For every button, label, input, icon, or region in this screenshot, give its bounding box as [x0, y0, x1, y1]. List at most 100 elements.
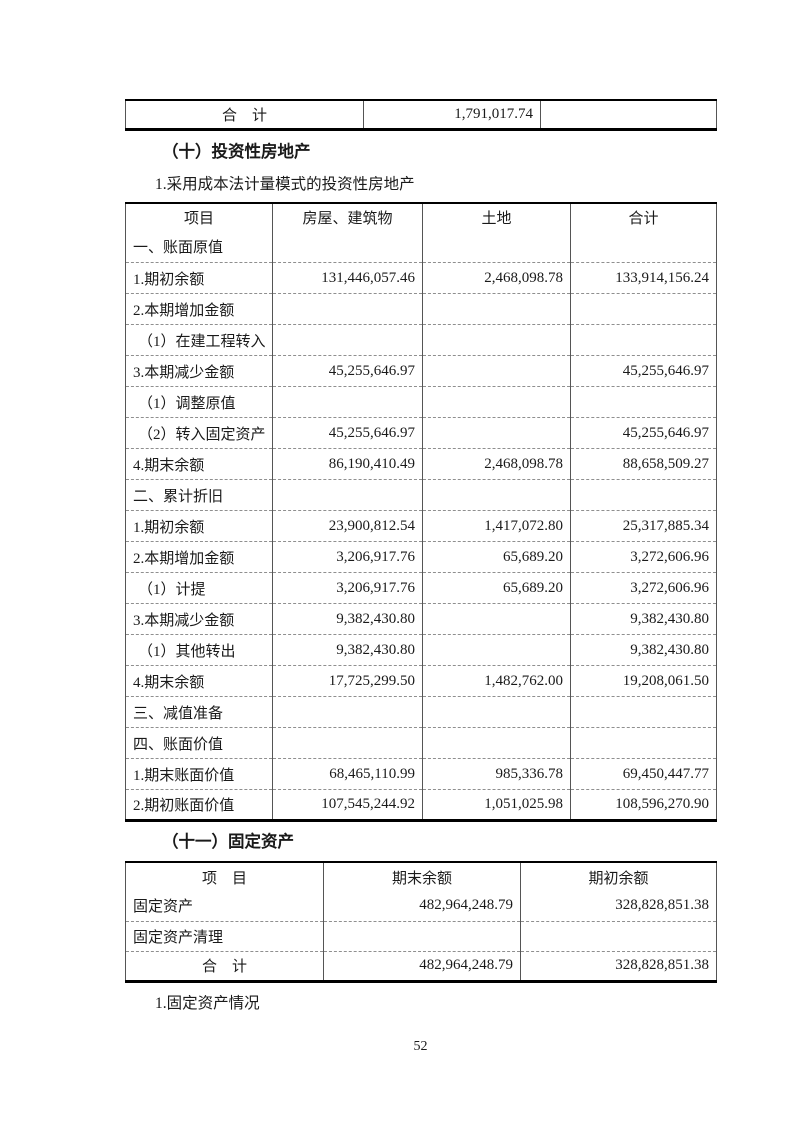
header-land: 土地 — [422, 202, 571, 232]
amount-cell: 45,255,646.97 — [570, 355, 717, 387]
amount-cell: 68,465,110.99 — [272, 758, 423, 790]
row-label-cell: （1）调整原值 — [125, 386, 273, 418]
table-row: 合 计 482,964,248.79 328,828,851.38 — [125, 950, 717, 981]
amount-cell: 69,450,447.77 — [570, 758, 717, 790]
amount-cell: 108,596,270.90 — [570, 789, 717, 821]
amount-cell — [570, 386, 717, 418]
table-row: 固定资产 482,964,248.79 328,828,851.38 — [125, 891, 717, 921]
amount-cell — [422, 417, 571, 449]
amount-cell: 9,382,430.80 — [570, 634, 717, 666]
header-item: 项 目 — [125, 862, 324, 891]
header-item: 项目 — [125, 202, 273, 232]
amount-cell: 25,317,885.34 — [570, 510, 717, 542]
row-label-cell: （1）在建工程转入 — [125, 324, 273, 356]
amount-cell — [422, 479, 571, 511]
row-label-cell: 四、账面价值 — [125, 727, 273, 759]
amount-cell — [272, 293, 423, 325]
row-label-cell: 一、账面原值 — [125, 231, 273, 263]
amount-cell: 65,689.20 — [422, 572, 571, 604]
amount-cell — [570, 293, 717, 325]
amount-cell — [520, 920, 717, 951]
amount-cell: 2,468,098.78 — [422, 262, 571, 294]
header-beginning-balance: 期初余额 — [520, 862, 717, 891]
table-row: 三、减值准备 — [125, 696, 717, 728]
table-row: 二、累计折旧 — [125, 479, 717, 511]
row-label-cell: 合 计 — [125, 950, 324, 981]
row-label-cell: 三、减值准备 — [125, 696, 273, 728]
amount-cell — [422, 231, 571, 263]
table-header-row: 项目 房屋、建筑物 土地 合计 — [125, 202, 717, 232]
amount-cell — [570, 231, 717, 263]
table-row: 1.期末账面价值 68,465,110.99 985,336.78 69,450,44… — [125, 758, 717, 790]
section-11-heading: （十一）固定资产 — [162, 832, 294, 851]
amount-cell: 9,382,430.80 — [570, 603, 717, 635]
amount-cell: 45,255,646.97 — [570, 417, 717, 449]
amount-cell — [422, 386, 571, 418]
amount-cell — [323, 920, 521, 951]
amount-cell — [272, 479, 423, 511]
table-row: 2.本期增加金额 — [125, 293, 717, 325]
row-label-cell: 1.期初余额 — [125, 262, 273, 294]
amount-cell: 985,336.78 — [422, 758, 571, 790]
table-row: （1）调整原值 — [125, 386, 717, 418]
table-row: 2.期初账面价值 107,545,244.92 1,051,025.98 108,59… — [125, 789, 717, 821]
investment-property-table: 项目 房屋、建筑物 土地 合计 一、账面原值 1.期初余额 131,446,057.… — [125, 201, 717, 822]
row-label-cell: 2.期初账面价值 — [125, 789, 273, 821]
table-row: （1）其他转出 9,382,430.80 9,382,430.80 — [125, 634, 717, 666]
amount-cell — [422, 603, 571, 635]
row-label-cell: 2.本期增加金额 — [125, 541, 273, 573]
amount-cell: 45,255,646.97 — [272, 417, 423, 449]
amount-cell: 1,791,017.74 — [363, 100, 541, 129]
amount-cell: 9,382,430.80 — [272, 634, 423, 666]
row-label-cell: （1）计提 — [125, 572, 273, 604]
amount-cell: 19,208,061.50 — [570, 665, 717, 697]
row-label-cell: 3.本期减少金额 — [125, 355, 273, 387]
table-header-row: 项 目 期末余额 期初余额 — [125, 862, 717, 891]
amount-cell: 133,914,156.24 — [570, 262, 717, 294]
fixed-assets-note: 1.固定资产情况 — [155, 994, 260, 1012]
table-row: （1）计提 3,206,917.76 65,689.20 3,272,606.96 — [125, 572, 717, 604]
table-row: 4.期末余额 86,190,410.49 2,468,098.78 88,658,50… — [125, 448, 717, 480]
table-row: 4.期末余额 17,725,299.50 1,482,762.00 19,208,06… — [125, 665, 717, 697]
table-row: 合 计 1,791,017.74 — [125, 100, 717, 129]
amount-cell: 482,964,248.79 — [323, 891, 521, 921]
table-row: （1）在建工程转入 — [125, 324, 717, 356]
amount-cell: 1,417,072.80 — [422, 510, 571, 542]
amount-cell: 107,545,244.92 — [272, 789, 423, 821]
amount-cell: 1,482,762.00 — [422, 665, 571, 697]
amount-cell: 3,206,917.76 — [272, 572, 423, 604]
row-label-cell: 4.期末余额 — [125, 665, 273, 697]
amount-cell: 88,658,509.27 — [570, 448, 717, 480]
row-label-cell: （1）其他转出 — [125, 634, 273, 666]
amount-cell — [422, 355, 571, 387]
header-buildings: 房屋、建筑物 — [272, 202, 423, 232]
amount-cell — [422, 293, 571, 325]
amount-cell — [570, 479, 717, 511]
table-row: 四、账面价值 — [125, 727, 717, 759]
fixed-assets-table: 项 目 期末余额 期初余额 固定资产 482,964,248.79 328,828,… — [125, 861, 717, 983]
amount-cell: 328,828,851.38 — [520, 950, 717, 981]
amount-cell: 2,468,098.78 — [422, 448, 571, 480]
amount-cell — [272, 231, 423, 263]
table-row: （2）转入固定资产 45,255,646.97 45,255,646.97 — [125, 417, 717, 449]
amount-cell: 23,900,812.54 — [272, 510, 423, 542]
amount-cell — [570, 324, 717, 356]
amount-cell: 131,446,057.46 — [272, 262, 423, 294]
table-row: 1.期初余额 23,900,812.54 1,417,072.80 25,317,88… — [125, 510, 717, 542]
row-label-cell: 1.期末账面价值 — [125, 758, 273, 790]
amount-cell: 3,272,606.96 — [570, 572, 717, 604]
table-row: 一、账面原值 — [125, 231, 717, 263]
row-label-cell: 固定资产 — [125, 891, 324, 921]
amount-cell — [422, 696, 571, 728]
amount-cell — [422, 634, 571, 666]
total-label-cell: 合 计 — [125, 100, 364, 129]
amount-cell: 3,272,606.96 — [570, 541, 717, 573]
amount-cell: 45,255,646.97 — [272, 355, 423, 387]
amount-cell: 65,689.20 — [422, 541, 571, 573]
table-row: 固定资产清理 — [125, 920, 717, 951]
header-total: 合计 — [570, 202, 717, 232]
header-ending-balance: 期末余额 — [323, 862, 521, 891]
amount-cell — [272, 324, 423, 356]
amount-cell — [272, 386, 423, 418]
